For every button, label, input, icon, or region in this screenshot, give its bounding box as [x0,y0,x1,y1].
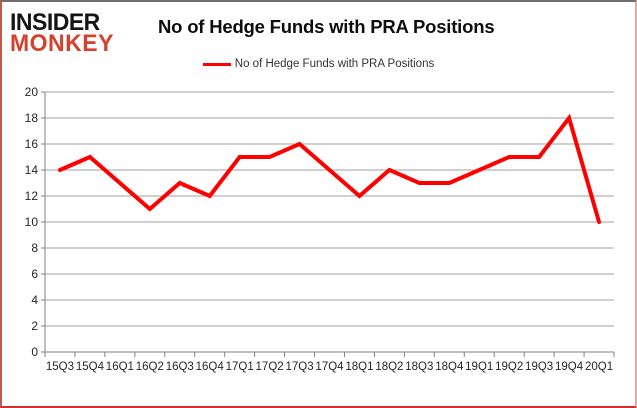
x-axis-tick-label: 20Q1 [585,361,613,373]
chart-legend: No of Hedge Funds with PRA Positions [2,58,635,70]
x-axis-tick-label: 17Q4 [315,361,344,373]
logo-text-monkey: MONKEY [10,29,114,57]
insider-monkey-logo: INSIDER MONKEY [10,7,114,57]
x-axis-tick-label: 19Q1 [465,361,493,373]
x-axis-tick-label: 16Q2 [136,361,164,373]
y-axis-tick-label: 4 [31,293,38,307]
y-axis-tick-label: 8 [31,241,38,255]
x-axis-tick-label: 18Q2 [375,361,403,373]
y-axis-tick-label: 12 [25,189,39,203]
x-axis-tick-label: 18Q1 [345,361,373,373]
y-axis-tick-label: 6 [31,267,38,281]
legend-line-swatch [202,62,231,66]
x-axis-tick-label: 18Q4 [435,361,464,373]
data-series-line [57,113,602,224]
x-axis-tick-label: 19Q2 [495,361,523,373]
y-axis-tick-label: 18 [25,111,39,125]
x-axis-tick-label: 16Q3 [166,361,194,373]
x-axis-tick-label: 16Q4 [196,361,225,373]
y-axis-tick-label: 10 [25,215,39,229]
x-axis-tick-label: 17Q2 [256,361,284,373]
x-axis-tick-label: 18Q3 [405,361,433,373]
y-axis-tick-label: 0 [31,345,38,359]
logo-text-insider: INSIDER [10,7,100,36]
y-axis-tick-label: 14 [25,163,39,177]
y-axis-tick-label: 2 [31,319,38,333]
x-axis-tick-label: 19Q4 [555,361,584,373]
legend-label: No of Hedge Funds with PRA Positions [234,58,435,70]
x-axis-tick-label: 17Q1 [226,361,254,373]
x-axis-tick-label: 16Q1 [106,361,134,373]
y-axis-tick-label: 16 [25,137,39,151]
x-axis-tick-label: 15Q4 [76,361,105,373]
y-axis-tick-label: 20 [25,85,39,99]
x-axis-tick-label: 17Q3 [285,361,313,373]
x-axis-tick-label: 19Q3 [525,361,553,373]
x-axis-tick-label: 15Q3 [46,361,74,373]
page-title: No of Hedge Funds with PRA Positions [158,16,495,37]
